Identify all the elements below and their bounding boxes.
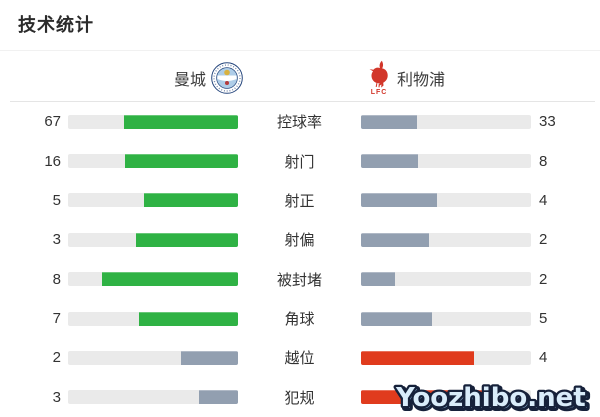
stat-row: 3 犯规 10 [0,378,600,417]
team-away-name: 利物浦 [397,72,446,89]
stat-label: 控球率 [276,114,322,132]
away-value: 10 [539,388,556,406]
home-bar-fill [102,272,238,287]
stat-label: 犯规 [284,389,315,407]
lfc-caption: LFC [370,89,388,96]
away-bar-fill [361,311,432,326]
away-bar [361,114,531,129]
away-value: 5 [539,310,548,328]
divider [0,50,600,51]
away-bar [361,193,531,208]
stat-label: 被封堵 [276,271,322,289]
stats-table: 67 控球率 33 16 射门 8 5 射正 4 3 射偏 2 8 被封堵 2 7 角球 5 2 越位 4 3 犯规 10 [0,102,600,417]
home-bar [68,390,238,405]
home-bar [68,114,238,129]
team-home: 曼城 [0,55,243,101]
home-bar [68,272,238,287]
divider [10,101,595,102]
away-bar [361,311,531,326]
stat-row: 5 射正 4 [0,181,600,220]
home-bar-fill [124,154,238,169]
home-bar-fill [181,350,238,365]
stat-row: 3 射偏 2 [0,220,600,259]
home-bar [68,311,238,326]
team-away: LFC 利物浦 [368,55,445,101]
watermark-shadow-text: Yoozhibo.net [397,385,588,415]
away-bar-fill [361,390,492,405]
away-value: 2 [539,231,548,249]
home-value: 7 [52,310,61,328]
home-value: 5 [52,191,61,209]
team-home-name: 曼城 [173,72,206,89]
home-bar [68,154,238,169]
away-bar [361,390,531,405]
away-value: 4 [539,191,548,209]
home-value: 67 [44,113,61,131]
home-value: 3 [52,388,61,406]
stat-row: 16 射门 8 [0,141,600,180]
away-bar-fill [361,272,395,287]
away-bar-fill [361,232,429,247]
liverpool-badge: LFC [368,60,390,96]
liverpool-bird-icon [369,60,388,88]
watermark: Yoozhibo.net Yoozhibo.net [393,381,591,417]
away-value: 33 [539,113,556,131]
team-header: 曼城 LFC 利物浦 [0,55,600,101]
away-bar [361,350,531,365]
away-bar [361,154,531,169]
home-bar-fill [143,193,238,208]
away-bar [361,232,531,247]
away-value: 2 [539,270,548,288]
stat-label: 射偏 [284,232,315,250]
stat-label: 射门 [284,153,315,171]
away-value: 4 [539,349,548,367]
away-value: 8 [539,152,548,170]
stat-row: 2 越位 4 [0,338,600,377]
stat-label: 越位 [284,350,315,368]
home-bar-fill [138,311,238,326]
away-bar-fill [361,350,475,365]
watermark-text: Yoozhibo.net [395,383,586,413]
home-value: 8 [52,270,61,288]
away-bar [361,272,531,287]
away-bar-fill [361,154,418,169]
home-value: 2 [52,349,61,367]
stat-label: 射正 [284,192,315,210]
home-bar [68,350,238,365]
home-bar-fill [124,114,238,129]
stat-row: 67 控球率 33 [0,102,600,141]
stat-row: 7 角球 5 [0,299,600,338]
stat-label: 角球 [284,311,315,329]
home-bar [68,193,238,208]
stat-row: 8 被封堵 2 [0,260,600,299]
away-bar-fill [361,114,418,129]
away-bar-fill [361,193,437,208]
page-title: 技术统计 [18,15,94,35]
home-bar-fill [198,390,238,405]
home-bar-fill [136,232,238,247]
home-value: 3 [52,231,61,249]
home-bar [68,232,238,247]
home-value: 16 [44,152,61,170]
manchester-city-badge-icon [211,62,243,94]
